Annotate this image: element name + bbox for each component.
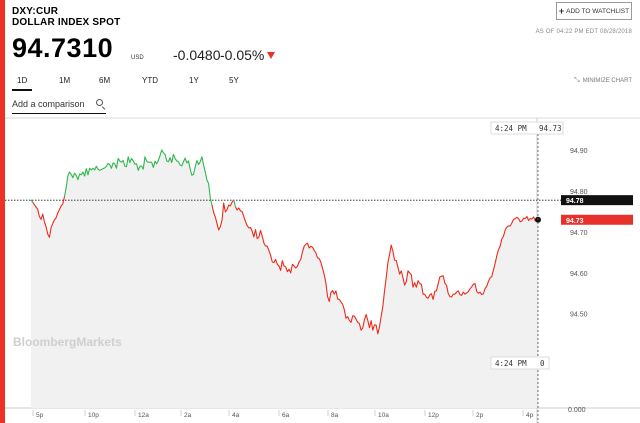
crosshair-time-top: 4:24 PM (495, 124, 527, 133)
crosshair-price: 94.73 (539, 124, 562, 133)
x-axis-tick-label: 10a (378, 412, 389, 419)
plus-icon: + (558, 5, 565, 16)
x-axis-tick-label: 8a (331, 412, 339, 419)
as-of-timestamp: AS OF 04:22 PM EDT 08/28/2018 (535, 29, 632, 35)
add-to-watchlist-label: ADD TO WATCHLIST (566, 7, 630, 15)
x-axis-tick-label: 6a (282, 412, 290, 419)
volume-axis-label: 0.000 (568, 407, 586, 414)
comparison-search[interactable]: Add a comparison (12, 95, 106, 114)
y-axis-tick-label: 94.50 (570, 312, 588, 319)
current-price: 94.7310 (12, 33, 114, 63)
crosshair-price-box (490, 121, 564, 135)
tab-6m[interactable]: 6M (99, 76, 111, 85)
price-line-segment (211, 199, 235, 231)
minimize-chart-label: MINIMIZE CHART (582, 78, 632, 84)
instrument-name: DOLLAR INDEX SPOT (12, 17, 121, 28)
last-value-label: 94.73 (566, 218, 584, 225)
accent-bar (0, 0, 5, 423)
x-axis-tick-label: 2a (184, 412, 192, 419)
previous-close-label: 94.78 (566, 198, 584, 205)
y-axis-tick-label: 94.70 (570, 230, 588, 237)
last-value-box (561, 214, 633, 225)
x-axis-tick-label: 2p (476, 412, 484, 419)
comparison-input-label: Add a comparison (12, 99, 85, 109)
crosshair-volume-box (490, 356, 550, 370)
previous-close-box (561, 195, 633, 206)
minimize-chart-button[interactable]: ⤡ MINIMIZE CHART (574, 77, 632, 85)
price-line-segment (234, 206, 538, 335)
bloomberg-watermark: BloombergMarkets (13, 335, 122, 349)
price-chart[interactable]: 94.90 94.80 94.70 94.60 94.50 0.000 94.78 94.73… (5, 117, 640, 423)
tab-ytd[interactable]: YTD (142, 76, 158, 85)
minimize-icon: ⤡ (574, 77, 580, 84)
crosshair-time-bottom: 4:24 PM (495, 359, 527, 368)
price-change: -0.0480 (173, 47, 221, 63)
price-line-segment (63, 149, 213, 206)
price-area-fill (31, 149, 537, 408)
currency-label: USD (131, 55, 144, 61)
y-axis-tick-label: 94.80 (570, 189, 588, 196)
y-axis-tick-label: 94.90 (570, 148, 588, 155)
tab-1y[interactable]: 1Y (189, 76, 199, 85)
x-axis-tick-label: 4p (526, 412, 534, 419)
crosshair-volume: 0 (540, 359, 545, 368)
x-axis-tick-label: 12a (138, 412, 149, 419)
timeframe-tabs: 1D 1M 6M YTD 1Y 5Y (12, 73, 252, 91)
add-to-watchlist-button[interactable]: + ADD TO WATCHLIST (556, 2, 632, 20)
active-tab-underline (12, 89, 32, 91)
price-line-segment (32, 196, 66, 238)
x-axis-tick-label: 5p (36, 412, 44, 419)
down-arrow-icon (267, 52, 275, 59)
search-icon[interactable] (96, 99, 106, 110)
tab-1m[interactable]: 1M (59, 76, 71, 85)
price-change-percent: -0.05% (220, 47, 265, 63)
tab-5y[interactable]: 5Y (229, 76, 239, 85)
price-line-segment (30, 199, 34, 203)
price-line-segment (233, 199, 236, 207)
tab-1d[interactable]: 1D (17, 76, 28, 85)
price-chart-svg[interactable]: 94.90 94.80 94.70 94.60 94.50 0.000 94.78 94.73… (5, 117, 640, 423)
x-axis-tick-label: 12p (428, 412, 439, 419)
ticker-symbol: DXY:CUR (12, 6, 59, 17)
x-axis-tick-label: 4a (232, 412, 240, 419)
y-axis-tick-label: 94.60 (570, 271, 588, 278)
x-axis-tick-label: 10p (88, 412, 99, 419)
